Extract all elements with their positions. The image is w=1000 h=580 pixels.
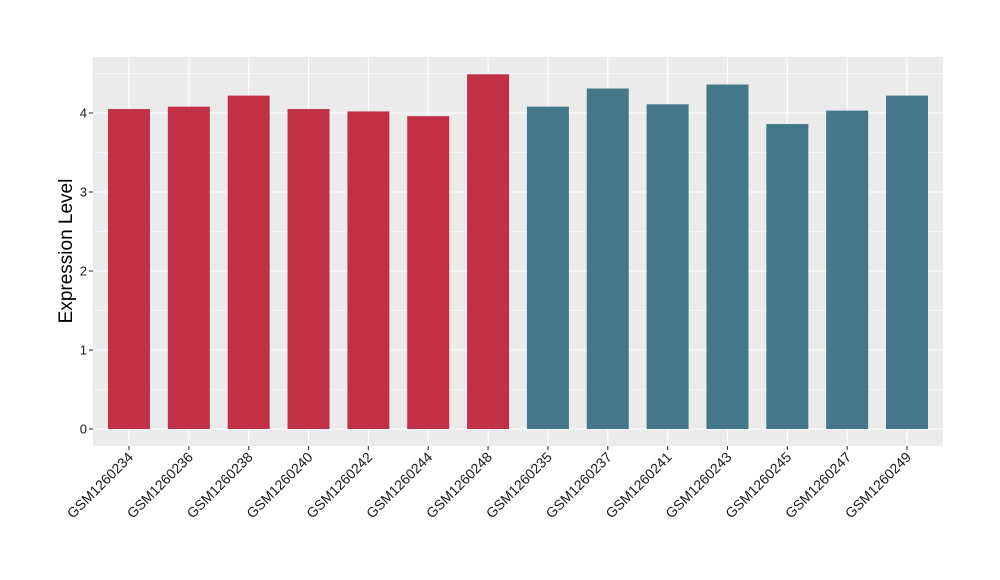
y-tick-label: 4	[80, 106, 87, 121]
x-axis: GSM1260234GSM1260236GSM1260238GSM1260240…	[64, 446, 914, 521]
y-axis-label: Expression Level	[56, 179, 77, 324]
bar	[526, 106, 569, 430]
plot-panel	[93, 57, 943, 446]
bar	[886, 95, 928, 430]
bar	[706, 84, 749, 429]
y-axis: 0 1 2 3 4	[80, 106, 93, 437]
bar	[467, 74, 510, 429]
y-tick-label: 2	[80, 264, 87, 279]
bar	[407, 116, 450, 429]
y-tick-label: 1	[80, 343, 87, 358]
bar	[227, 95, 270, 430]
y-tick-label: 0	[80, 422, 87, 437]
y-tick-label: 3	[80, 185, 87, 200]
bar	[287, 109, 330, 430]
bar	[586, 88, 629, 429]
bar	[826, 110, 869, 429]
bar	[646, 104, 689, 429]
bar	[167, 106, 210, 430]
bar	[108, 109, 150, 430]
bar	[766, 124, 809, 429]
bars	[108, 74, 928, 430]
bar	[347, 111, 390, 430]
